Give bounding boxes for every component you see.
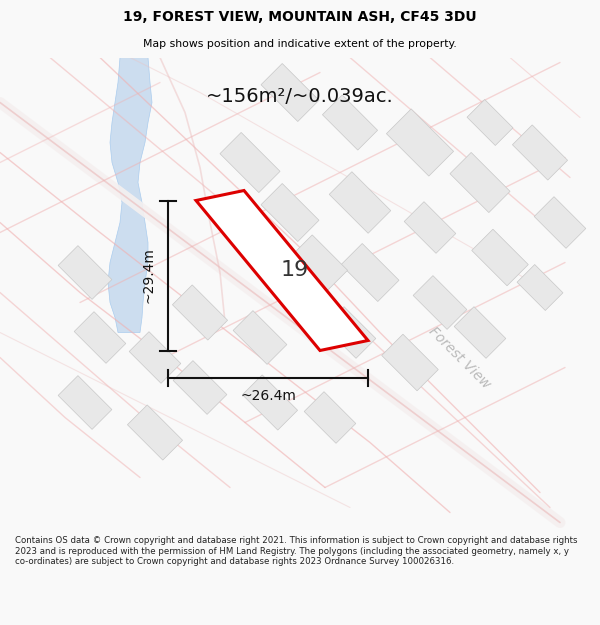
Bar xyxy=(450,152,510,213)
Bar xyxy=(292,235,347,290)
Bar xyxy=(382,334,438,391)
Bar xyxy=(261,64,319,121)
Bar xyxy=(214,202,266,253)
Bar xyxy=(127,405,182,460)
Bar xyxy=(58,246,112,299)
Text: Map shows position and indicative extent of the property.: Map shows position and indicative extent… xyxy=(143,39,457,49)
Bar xyxy=(341,244,399,301)
Bar xyxy=(512,125,568,180)
Bar xyxy=(324,307,376,358)
Bar xyxy=(173,361,227,414)
Bar xyxy=(304,392,356,443)
Bar xyxy=(233,311,287,364)
Text: ~26.4m: ~26.4m xyxy=(240,389,296,404)
Bar xyxy=(413,276,467,329)
Bar xyxy=(454,307,506,358)
Bar xyxy=(220,132,280,192)
Bar xyxy=(467,99,513,146)
Text: 19, FOREST VIEW, MOUNTAIN ASH, CF45 3DU: 19, FOREST VIEW, MOUNTAIN ASH, CF45 3DU xyxy=(123,11,477,24)
Bar xyxy=(322,95,377,150)
Bar xyxy=(74,312,126,363)
Bar xyxy=(261,184,319,241)
Bar xyxy=(129,332,181,383)
Bar xyxy=(517,264,563,311)
Bar xyxy=(329,172,391,233)
Bar xyxy=(534,197,586,248)
Text: ~29.4m: ~29.4m xyxy=(142,248,156,303)
Bar xyxy=(472,229,528,286)
Text: Forest View: Forest View xyxy=(427,324,494,391)
Bar xyxy=(242,375,298,430)
Text: Contains OS data © Crown copyright and database right 2021. This information is : Contains OS data © Crown copyright and d… xyxy=(15,536,577,566)
Polygon shape xyxy=(108,58,152,333)
Bar xyxy=(58,376,112,429)
Polygon shape xyxy=(196,191,368,351)
Bar xyxy=(172,285,227,340)
Bar xyxy=(404,202,456,253)
Text: ~156m²/~0.039ac.: ~156m²/~0.039ac. xyxy=(206,88,394,106)
Bar xyxy=(386,109,454,176)
Text: 19: 19 xyxy=(281,261,309,281)
